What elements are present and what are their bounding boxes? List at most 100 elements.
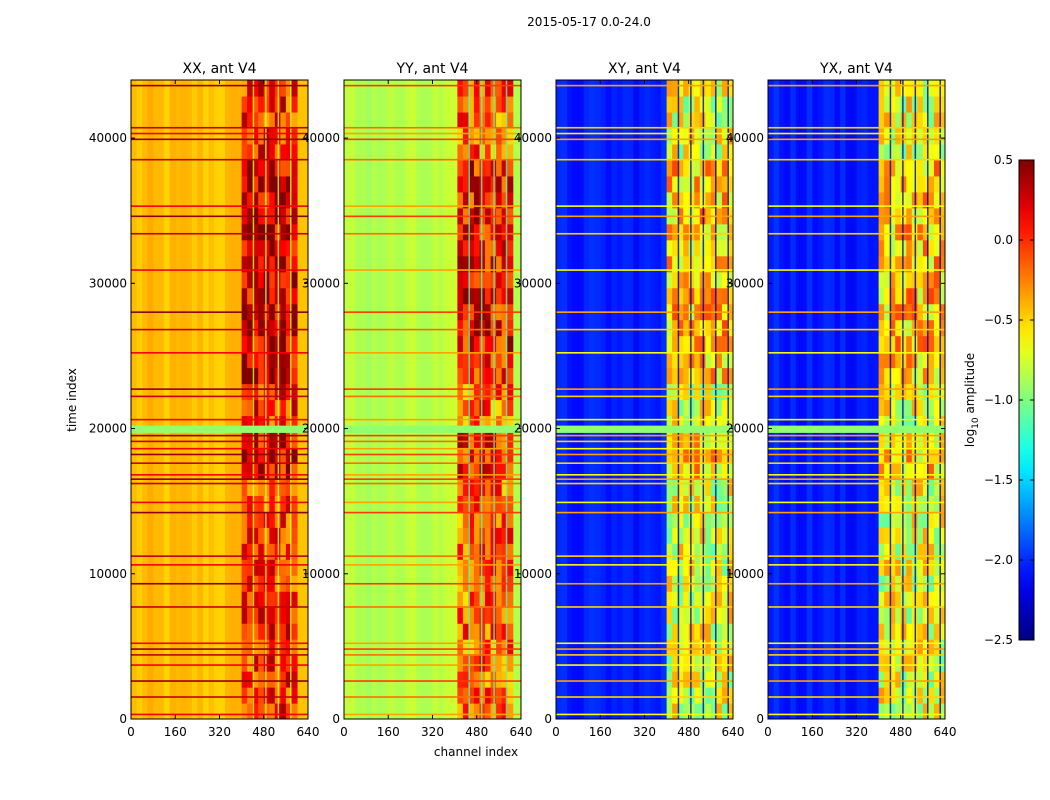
heatmap-cell: [878, 239, 885, 257]
flagged-row: [556, 232, 733, 235]
heatmap-cell: [462, 223, 470, 241]
heatmap-cell: [922, 287, 930, 305]
heatmap-cell: [727, 463, 733, 480]
heatmap-cell: [884, 95, 891, 113]
heatmap-cell: [485, 223, 492, 241]
heatmap-cell: [468, 447, 475, 464]
heatmap-cell: [906, 671, 913, 688]
heatmap-cell: [291, 607, 298, 624]
heatmap-cell: [716, 383, 723, 401]
heatmap-cell: [705, 239, 712, 257]
heatmap-cell: [895, 479, 902, 496]
heatmap-cell: [496, 671, 503, 688]
heatmap-cell: [710, 287, 718, 305]
heatmap-cell: [473, 80, 481, 97]
heatmap-cell: [462, 463, 470, 480]
heatmap-cell: [672, 271, 679, 289]
heatmap-cell: [721, 671, 729, 688]
heatmap-cell: [462, 127, 470, 145]
heatmap-cell: [705, 623, 712, 640]
heatmap-cell: [895, 671, 902, 688]
heatmap-cell: [906, 239, 913, 257]
heatmap-cell: [496, 463, 503, 480]
heatmap-cell: [457, 639, 464, 656]
heatmap-cell: [922, 239, 930, 257]
heatmap-cell: [462, 495, 470, 512]
heatmap-cell: [917, 639, 924, 656]
heatmap-cell: [269, 527, 276, 544]
heatmap-cell: [710, 511, 718, 528]
heatmap-cell: [263, 639, 270, 656]
panel-title: XY, ant V4: [608, 61, 681, 77]
heatmap-cell: [917, 543, 924, 560]
heatmap-cell: [721, 655, 729, 672]
heatmap-cell: [252, 463, 259, 480]
heatmap-cell: [939, 80, 945, 97]
heatmap-cell: [241, 111, 248, 129]
heatmap-cell: [716, 175, 723, 193]
heatmap-cell: [721, 431, 729, 449]
heatmap-cell: [496, 511, 503, 528]
heatmap-cell: [252, 335, 259, 353]
y-tick-label: 40000: [302, 131, 340, 145]
heatmap-cell: [666, 415, 673, 433]
heatmap-cell: [485, 159, 492, 177]
heatmap-cell: [939, 383, 945, 401]
heatmap-cell: [889, 80, 896, 97]
heatmap-cell: [716, 511, 723, 528]
heatmap-cell: [280, 511, 287, 528]
heatmap-cell: [479, 287, 486, 305]
flagged-row: [131, 696, 308, 698]
heatmap-cell: [468, 591, 475, 608]
heatmap-cell: [241, 495, 248, 512]
heatmap-cell: [939, 287, 945, 305]
heatmap-cell: [939, 655, 945, 672]
heatmap-cell: [501, 271, 508, 289]
heatmap-cell: [683, 351, 690, 369]
flagged-row: [344, 478, 521, 480]
heatmap-cell: [884, 447, 891, 464]
flagged-row: [556, 269, 733, 271]
heatmap-cell: [468, 527, 475, 544]
heatmap-cell: [727, 543, 733, 560]
heatmap-cell: [917, 511, 924, 528]
heatmap-cell: [468, 111, 475, 129]
heatmap-cell: [252, 287, 259, 305]
heatmap-cell: [889, 127, 896, 145]
heatmap-cell: [933, 223, 941, 241]
heatmap-cell: [683, 655, 690, 672]
heatmap-cell: [269, 287, 276, 305]
y-tick-label: 0: [119, 712, 127, 726]
heatmap-cell: [694, 351, 701, 369]
heatmap-cell: [666, 639, 673, 656]
heatmap-cell: [457, 255, 464, 273]
channel-column: [377, 80, 384, 719]
heatmap-cell: [485, 111, 492, 129]
heatmap-cell: [705, 415, 712, 433]
heatmap-cell: [900, 271, 907, 289]
heatmap-cell: [485, 367, 492, 385]
heatmap-cell: [705, 559, 712, 576]
heatmap-cell: [677, 431, 684, 449]
heatmap-cell: [666, 335, 673, 353]
heatmap-cell: [884, 607, 891, 624]
y-tick-label: 20000: [514, 422, 552, 436]
heatmap-cell: [252, 159, 259, 177]
heatmap-cell: [258, 559, 265, 576]
channel-column: [633, 80, 640, 719]
heatmap-cell: [473, 111, 481, 129]
heatmap-cell: [468, 319, 475, 337]
heatmap-cell: [496, 447, 503, 464]
heatmap-cell: [666, 671, 673, 688]
heatmap-cell: [252, 415, 259, 433]
heatmap-cell: [900, 127, 907, 145]
heatmap-cell: [496, 399, 503, 417]
heatmap-cell: [928, 367, 935, 385]
heatmap-cell: [922, 655, 930, 672]
heatmap-cell: [716, 287, 723, 305]
heatmap-cell: [672, 431, 679, 449]
heatmap-cell: [694, 431, 701, 449]
heatmap-cell: [677, 80, 684, 97]
heatmap-cell: [906, 703, 913, 719]
heatmap-cell: [666, 223, 673, 241]
